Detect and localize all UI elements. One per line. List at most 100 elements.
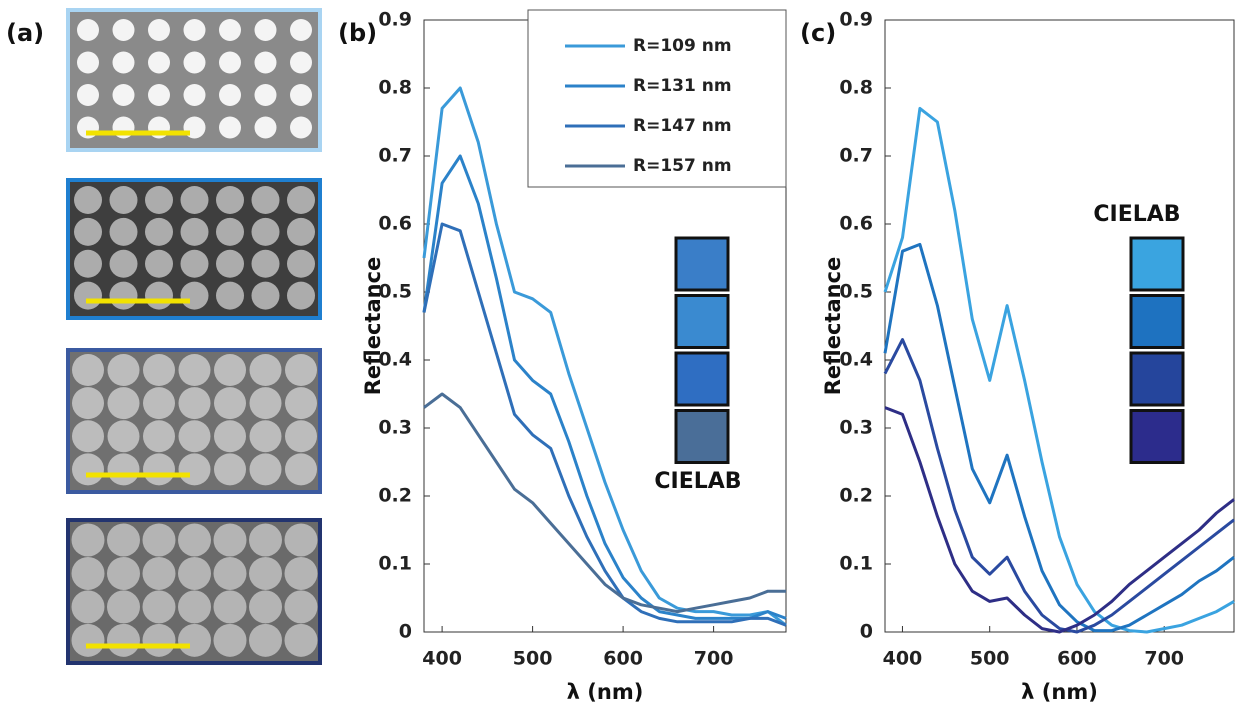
y-tick-label: 0.1	[378, 553, 412, 575]
hole	[72, 354, 104, 386]
hole	[290, 19, 312, 41]
hole	[252, 282, 280, 310]
y-tick-label: 0.8	[378, 77, 412, 99]
hole	[72, 557, 105, 590]
hole	[290, 117, 312, 139]
hole	[113, 84, 135, 106]
hole	[216, 186, 244, 214]
hole	[178, 624, 211, 657]
hole	[219, 117, 241, 139]
sem-images	[68, 10, 320, 663]
hole	[179, 420, 211, 452]
x-tick-label: 500	[970, 648, 1010, 670]
legend-label: R=131 nm	[633, 76, 732, 96]
hole	[255, 19, 277, 41]
hole	[72, 624, 105, 657]
hole	[148, 52, 170, 74]
panel-label: (b)	[338, 19, 377, 47]
color-swatch	[676, 238, 728, 290]
hole	[287, 186, 315, 214]
hole	[145, 282, 173, 310]
hole	[145, 186, 173, 214]
hole	[110, 250, 138, 278]
y-tick-label: 0.3	[378, 417, 412, 439]
hole	[107, 590, 140, 623]
hole	[143, 453, 175, 485]
hole	[113, 52, 135, 74]
hole	[214, 387, 246, 419]
x-tick-label: 600	[603, 648, 643, 670]
hole	[249, 590, 282, 623]
hole	[181, 218, 209, 246]
page: {"panel_a": {"label": "(a)"}, "chart_dat…	[0, 0, 1236, 711]
hole	[74, 282, 102, 310]
hole	[74, 218, 102, 246]
x-axis-label: λ (nm)	[1021, 680, 1098, 704]
x-axis-label: λ (nm)	[567, 680, 644, 704]
y-tick-label: 0.3	[839, 417, 873, 439]
legend-label: R=147 nm	[633, 116, 732, 136]
hole	[178, 524, 211, 557]
hole	[219, 52, 241, 74]
y-tick-label: 0.6	[378, 213, 412, 235]
hole	[287, 218, 315, 246]
hole	[255, 52, 277, 74]
hole	[72, 524, 105, 557]
hole	[77, 52, 99, 74]
hole	[148, 84, 170, 106]
x-tick-label: 500	[513, 648, 553, 670]
hole	[214, 420, 246, 452]
hole	[181, 282, 209, 310]
hole	[113, 19, 135, 41]
hole	[148, 19, 170, 41]
hole	[287, 282, 315, 310]
color-swatch	[1131, 238, 1183, 290]
cielab-label: CIELAB	[654, 469, 741, 494]
y-tick-label: 0.8	[839, 77, 873, 99]
hole	[219, 84, 241, 106]
hole	[72, 420, 104, 452]
hole	[108, 354, 140, 386]
hole	[108, 420, 140, 452]
hole	[285, 420, 317, 452]
hole	[285, 524, 318, 557]
hole	[255, 117, 277, 139]
color-swatch	[676, 296, 728, 348]
hole	[72, 387, 104, 419]
x-tick-label: 700	[1144, 648, 1184, 670]
hole	[143, 557, 176, 590]
hole	[255, 84, 277, 106]
hole	[107, 624, 140, 657]
hole	[143, 524, 176, 557]
legend-label: R=109 nm	[633, 36, 732, 56]
hole	[214, 524, 247, 557]
y-tick-label: 0.2	[839, 485, 873, 507]
y-axis-label: Reflectance	[361, 257, 385, 396]
hole	[108, 453, 140, 485]
hole	[72, 453, 104, 485]
color-swatch	[1131, 411, 1183, 463]
hole	[252, 218, 280, 246]
hole	[178, 557, 211, 590]
x-tick-label: 700	[694, 648, 734, 670]
hole	[249, 524, 282, 557]
hole	[214, 453, 246, 485]
hole	[285, 590, 318, 623]
color-swatch	[1131, 353, 1183, 405]
hole	[178, 590, 211, 623]
hole	[107, 524, 140, 557]
hole	[216, 218, 244, 246]
hole	[145, 250, 173, 278]
hole	[181, 186, 209, 214]
hole	[143, 624, 176, 657]
y-tick-label: 0	[860, 621, 873, 643]
hole	[287, 250, 315, 278]
hole	[250, 387, 282, 419]
hole	[181, 250, 209, 278]
hole	[107, 557, 140, 590]
cielab-label: CIELAB	[1093, 202, 1180, 227]
hole	[250, 453, 282, 485]
color-swatch	[1131, 296, 1183, 348]
hole	[214, 624, 247, 657]
hole	[77, 84, 99, 106]
